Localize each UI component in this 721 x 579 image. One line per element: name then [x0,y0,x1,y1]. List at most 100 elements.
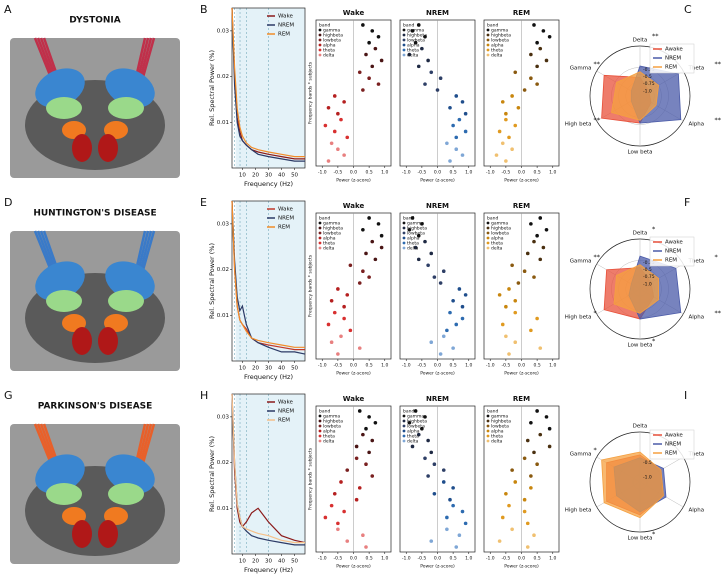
point [504,159,508,163]
x-tick-label: 0.0 [518,363,525,369]
point [538,46,543,51]
point [429,450,434,455]
legend-label: gamma [323,222,340,227]
point [522,456,527,461]
spectrum-line [231,7,305,162]
legend-label: highbeta [407,419,427,425]
legend-label: theta [323,241,335,247]
point [460,100,465,104]
brain-illustration [10,230,180,371]
x-tick-label: -1.0 [318,170,327,176]
point [416,23,421,27]
x-axis-label: Frequency (Hz) [244,180,293,188]
radar-tick-label: -1.0 [643,88,652,94]
y-tick-label: 0.02 [217,267,229,273]
point [529,420,533,425]
band-shading [235,201,305,361]
point [426,58,430,63]
point [326,159,331,163]
panel-letter: H [200,389,208,402]
legend-label: REM [278,225,290,231]
point [336,111,340,116]
legend-label: lowbeta [491,424,509,430]
x-tick-label: 30 [265,366,272,372]
point [507,287,511,291]
legend-swatch [486,241,490,245]
legend-label: REM [278,418,290,424]
point [329,141,334,146]
point [497,129,502,134]
x-tick-label: 0.5 [366,363,373,369]
legend-label: lowbeta [323,38,341,44]
point [370,29,375,33]
legend-swatch [486,439,490,443]
point [357,70,362,75]
legend-swatch [318,236,322,240]
legend-label: REM [665,258,677,264]
legend-title: band [403,216,414,222]
y-tick-label: 0.02 [217,460,229,466]
significance: * [652,530,656,538]
point [544,227,549,232]
x-tick-label: 20 [252,366,259,372]
x-tick-label: 30 [265,173,272,179]
panel-title: NREM [426,9,449,17]
significance: * [594,309,598,317]
legend-label: Wake [278,207,293,213]
point [448,159,452,163]
point [525,521,530,526]
legend-label: theta [407,48,419,54]
x-axis-label: Power (z-score) [336,178,371,184]
legend-swatch [318,434,322,438]
point [429,539,434,543]
point [529,76,533,81]
legend-swatch [486,28,490,32]
legend-title: band [319,216,330,222]
point [504,111,508,116]
point [532,23,536,27]
legend-label: gamma [491,29,508,34]
point [535,40,539,45]
point [357,346,362,350]
point [441,468,446,472]
y-tick-label: 0.03 [217,221,230,227]
radar-category: Theta [687,259,704,265]
x-tick-label: 10 [239,559,246,565]
point [370,474,375,478]
point [535,64,539,69]
point [357,486,362,490]
point [429,70,434,75]
legend-swatch [402,226,406,230]
point [500,141,505,146]
x-tick-label: 0.5 [450,556,457,562]
legend-label: gamma [407,222,424,227]
x-tick-label: 1.0 [381,170,388,176]
point [416,257,421,262]
x-tick-label: 0.5 [534,556,541,562]
legend-swatch [318,231,322,235]
point [364,52,368,57]
legend-label: theta [407,241,419,247]
legend-label: highbeta [323,419,343,425]
significance: ** [652,32,659,40]
legend-label: delta [407,246,419,252]
significance: ** [714,60,721,68]
point [432,491,437,496]
panel-title: NREM [426,202,449,210]
legend-label: NREM [278,409,294,415]
y-axis-label: Rel. Spectral Power (%) [208,50,216,126]
point [345,293,350,297]
legend-label: theta [407,434,419,440]
point [525,251,530,256]
legend-label: lowbeta [407,231,425,237]
point [454,94,459,98]
panel-title: NREM [426,395,449,403]
row-title: PARKINSON'S DISEASE [38,402,153,412]
legend-label: NREM [665,249,681,255]
point [529,486,533,490]
legend-label: REM [278,32,290,38]
radar-tick-label: -0.75 [643,274,655,280]
point [420,222,424,226]
y-axis-label: Frequency bands * subjects [308,254,314,317]
radar-tick-label: -0.25 [643,260,655,266]
